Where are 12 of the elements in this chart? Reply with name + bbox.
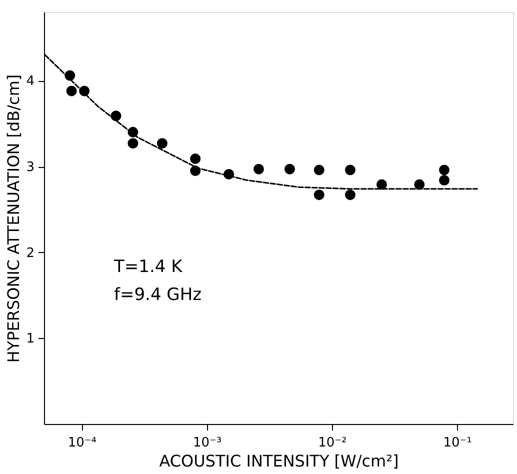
y-axis-title: HYPERSONIC ATTENUATION [dB/cm] <box>4 74 24 363</box>
y-tick-label: 3 <box>26 160 34 175</box>
annotation: T=1.4 K <box>113 257 184 277</box>
y-tick-label: 1 <box>26 332 34 347</box>
x-tick-label: 10⁻¹ <box>443 436 472 450</box>
x-axis-title: ACOUSTIC INTENSITY [W/cm²] <box>159 452 399 470</box>
y-tick-label: 4 <box>26 74 34 90</box>
y-tick-label: 2 <box>26 246 34 261</box>
x-tick-label: 10⁻² <box>318 436 347 450</box>
x-tick-label: 10⁻⁴ <box>68 436 96 450</box>
annotation: f=9.4 GHz <box>114 285 202 305</box>
x-tick-label: 10⁻³ <box>192 436 222 450</box>
